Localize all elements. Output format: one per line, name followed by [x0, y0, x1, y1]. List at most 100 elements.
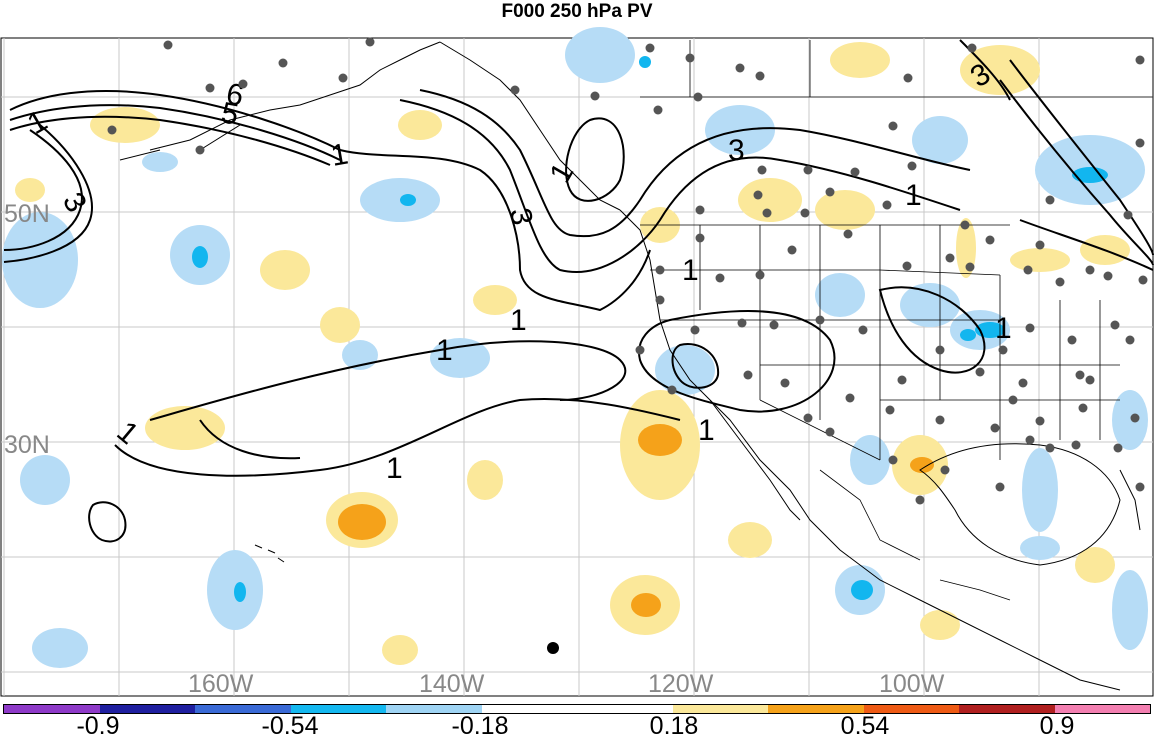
- positive-pv-region: [815, 190, 875, 230]
- contour-label: 1: [698, 414, 715, 447]
- marker-dot: [547, 642, 559, 654]
- station-dot: [915, 495, 925, 505]
- strong-negative-pv-core: [1072, 167, 1108, 183]
- contour-label: 1: [905, 179, 922, 212]
- station-dot: [1067, 335, 1077, 345]
- contour-label: 1: [995, 312, 1012, 345]
- station-dot: [653, 105, 663, 115]
- station-dot: [1125, 335, 1135, 345]
- station-dot: [757, 165, 767, 175]
- positive-pv-region: [467, 460, 503, 500]
- station-dot: [1035, 416, 1045, 426]
- station-dot: [238, 79, 248, 89]
- station-dot: [990, 423, 1000, 433]
- positive-pv-region: [920, 610, 960, 640]
- strong-negative-pv-core: [192, 246, 208, 268]
- station-dot: [885, 405, 895, 415]
- positive-pv-region: [90, 107, 160, 143]
- station-dot: [695, 233, 705, 243]
- station-dot: [655, 265, 665, 275]
- negative-pv-region: [655, 345, 715, 395]
- station-dot: [800, 208, 810, 218]
- station-dot: [1135, 482, 1145, 492]
- contour-label: 1: [682, 254, 699, 287]
- colorbar-segment: [1054, 705, 1150, 713]
- colorbar-segment: [386, 705, 482, 713]
- contour-label: 5: [219, 96, 241, 131]
- station-dot: [1018, 378, 1028, 388]
- map-frame: [0, 37, 1154, 697]
- station-dot: [743, 370, 753, 380]
- station-dot: [737, 318, 747, 328]
- colorbar-segment: [195, 705, 291, 713]
- pv-shading: [2, 27, 1148, 668]
- colorbar-label: -0.9: [76, 712, 120, 740]
- positive-pv-region: [830, 42, 890, 78]
- positive-pv-region: [960, 45, 1040, 95]
- station-dot: [645, 43, 655, 53]
- station-dot: [975, 367, 985, 377]
- contour-label: 1: [436, 334, 453, 367]
- station-dot: [715, 273, 725, 283]
- colorbar-segment: [863, 705, 959, 713]
- contour-label: 3: [503, 205, 538, 227]
- negative-pv-region: [142, 152, 178, 172]
- negative-pv-region: [900, 283, 960, 327]
- strong-positive-pv-core: [638, 424, 682, 456]
- colorbar-label: 0.18: [649, 712, 699, 740]
- station-dot: [780, 378, 790, 388]
- station-dot: [735, 63, 745, 73]
- contour-label: 1: [386, 452, 403, 485]
- station-dot: [995, 482, 1005, 492]
- pv-contours: [3, 39, 1154, 543]
- station-dot: [1008, 395, 1018, 405]
- strong-negative-pv-core: [234, 582, 246, 602]
- lon-label-100w: 100W: [879, 670, 945, 698]
- station-dot: [945, 253, 955, 263]
- station-dot: [1025, 323, 1035, 333]
- station-dot: [1085, 265, 1095, 275]
- station-dot: [1045, 195, 1055, 205]
- positive-pv-region: [738, 178, 802, 222]
- station-dot: [935, 345, 945, 355]
- contour-label: 3: [728, 134, 745, 167]
- colorbar-segment: [290, 705, 386, 713]
- station-dot: [888, 121, 898, 131]
- station-dot: [769, 320, 779, 330]
- station-dot: [882, 200, 892, 210]
- positive-pv-region: [473, 285, 517, 315]
- stations: [107, 37, 1148, 505]
- colorbar-label: -0.54: [261, 712, 319, 740]
- station-dot: [1135, 138, 1145, 148]
- negative-pv-region: [1022, 448, 1058, 532]
- station-dot: [1113, 443, 1123, 453]
- colorbar-label: 0.9: [1039, 712, 1075, 740]
- station-dot: [510, 85, 520, 95]
- colorbar-labels: -0.9 -0.54 -0.18 0.18 0.54 0.9: [0, 712, 1154, 740]
- station-dot: [825, 187, 835, 197]
- strong-positive-pv-core: [338, 504, 386, 540]
- station-dot: [1123, 210, 1133, 220]
- station-dot: [1078, 403, 1088, 413]
- strong-negative-pv-core: [400, 194, 416, 206]
- positive-pv-region: [1010, 248, 1070, 272]
- station-dot: [1085, 375, 1095, 385]
- station-dot: [590, 91, 600, 101]
- negative-pv-region: [430, 338, 490, 378]
- positive-pv-region: [398, 110, 442, 140]
- lon-label-120w: 120W: [648, 670, 714, 698]
- station-dot: [897, 375, 907, 385]
- station-dot: [338, 73, 348, 83]
- station-dot: [985, 235, 995, 245]
- station-dot: [902, 261, 912, 271]
- negative-pv-region: [1020, 536, 1060, 560]
- station-dot: [695, 205, 705, 215]
- station-dot: [205, 83, 215, 93]
- axis-labels: 50N 30N 160W 140W 120W 100W: [4, 200, 945, 698]
- colorbar-segment: [4, 705, 100, 713]
- positive-pv-region: [145, 406, 225, 450]
- contour-label: 1: [510, 304, 527, 337]
- station-dot: [907, 161, 917, 171]
- lon-label-160w: 160W: [188, 670, 254, 698]
- negative-pv-region: [815, 273, 865, 317]
